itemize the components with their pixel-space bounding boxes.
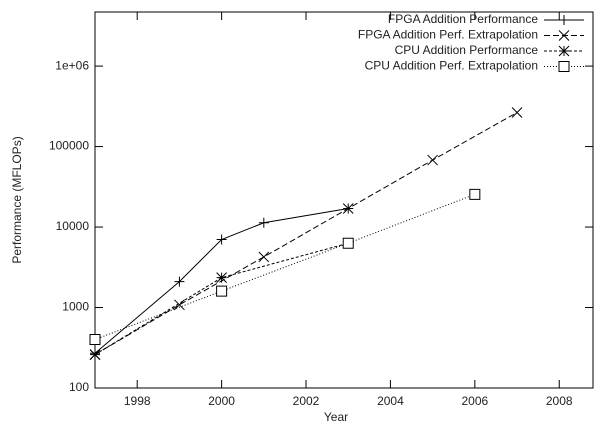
marker xyxy=(89,349,101,360)
marker xyxy=(559,15,569,25)
y-tick-label: 100000 xyxy=(49,139,89,153)
y-axis-label: Performance (MFLOPs) xyxy=(10,136,24,263)
series-line xyxy=(94,193,476,341)
legend-label: FPGA Addition Performance xyxy=(388,12,538,26)
marker xyxy=(216,234,227,245)
x-tick-label: 2002 xyxy=(293,394,320,408)
y-tick-label: 1e+06 xyxy=(55,58,89,72)
marker xyxy=(558,61,570,72)
y-tick-label: 100 xyxy=(69,380,89,394)
marker xyxy=(258,251,270,263)
marker xyxy=(258,217,269,228)
marker xyxy=(427,154,438,166)
marker xyxy=(342,237,354,249)
series-line xyxy=(94,242,349,356)
x-tick-label: 2000 xyxy=(208,394,235,408)
marker xyxy=(174,276,185,287)
plot-frame xyxy=(94,11,594,389)
x-tick-label: 2006 xyxy=(461,394,488,408)
x-tick-label: 2004 xyxy=(377,394,404,408)
x-axis-label: Year xyxy=(324,410,348,424)
marker xyxy=(216,285,228,297)
y-tick-label: 1000 xyxy=(62,300,89,314)
legend-label: CPU Addition Perf. Extrapolation xyxy=(365,59,538,73)
series-line xyxy=(94,112,518,356)
y-tick-label: 10000 xyxy=(56,219,90,233)
x-tick-label: 1998 xyxy=(124,394,151,408)
marker xyxy=(511,107,523,118)
x-tick-label: 2008 xyxy=(546,394,573,408)
marker xyxy=(89,334,101,346)
legend-label: FPGA Addition Perf. Extrapolation xyxy=(358,28,538,42)
marker xyxy=(469,188,481,200)
marker xyxy=(558,45,570,57)
marker xyxy=(558,30,570,41)
legend-label: CPU Addition Performance xyxy=(395,43,539,57)
marker xyxy=(216,272,227,284)
marker xyxy=(342,203,354,214)
